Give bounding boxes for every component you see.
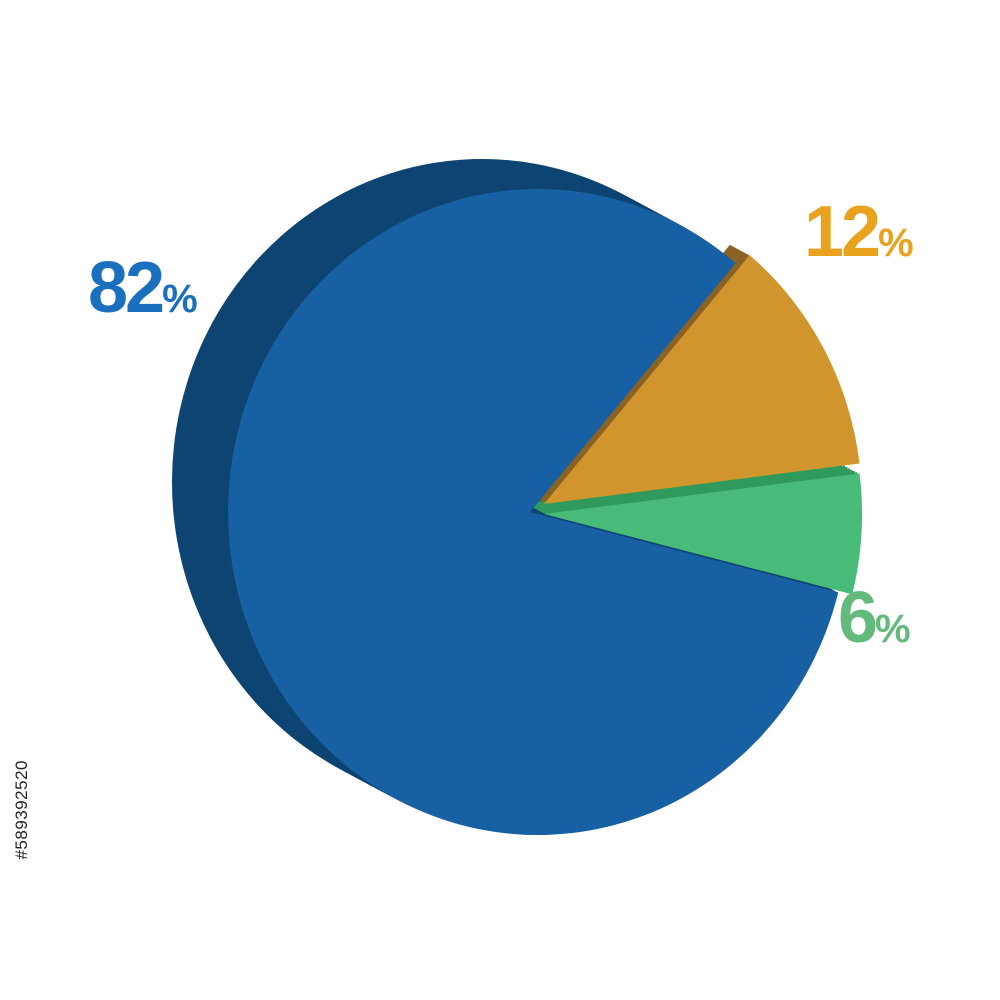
label-82: 82% — [88, 248, 198, 328]
label-12: 12% — [804, 192, 914, 272]
label-6: 6% — [838, 578, 911, 658]
slice-12% — [544, 255, 860, 504]
slice-82% — [227, 189, 839, 835]
stock-id-watermark: #589392520 — [12, 760, 31, 860]
slice-6% — [544, 473, 862, 595]
